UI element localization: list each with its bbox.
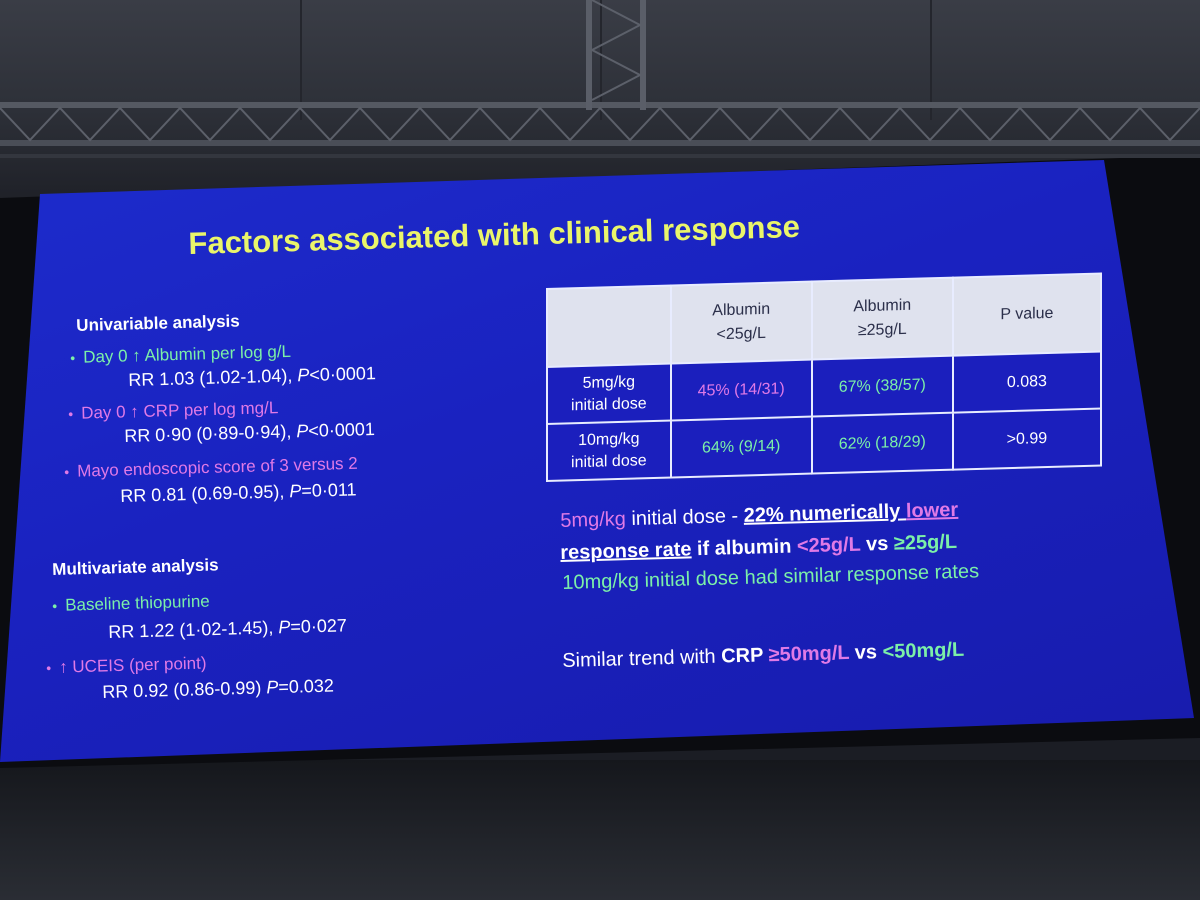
header-line: ≥25g/L (857, 320, 907, 340)
dose-line: 10mg/kg (578, 429, 640, 449)
table-cell-low-albumin: 64% (9/14) (670, 416, 812, 478)
ceiling-panel (650, 0, 932, 120)
p-label: P (296, 420, 309, 442)
note-span: 22% numerically (743, 500, 907, 527)
table-header-cell: P value (952, 273, 1101, 356)
note-span: Similar trend with (562, 645, 722, 672)
table-cell-low-albumin: 45% (14/31) (670, 359, 812, 421)
item-label: Day 0 ↑ Albumin per log g/L (82, 341, 292, 367)
item-label: ↑ UCEIS (per point) (58, 653, 207, 677)
item-label: Baseline thiopurine (64, 591, 210, 615)
note-span: initial dose - (625, 504, 744, 531)
header-line: <25g/L (716, 324, 766, 344)
response-table: Albumin <25g/L Albumin ≥25g/L P value 5m… (546, 272, 1102, 482)
note-line-2: response rate if albumin <25g/L vs ≥25g/… (560, 531, 957, 565)
univariable-stat-albumin: RR 1.03 (1.02-1.04), P<0·0001 (128, 363, 376, 391)
bullet-icon: • (52, 597, 58, 614)
stat-text: RR 0·90 (0·89-0·94), (124, 421, 297, 446)
vertical-truss (586, 0, 646, 110)
note-span: CRP (720, 644, 769, 668)
p-value: =0·027 (290, 615, 348, 637)
multivariate-stat-thiopurine: RR 1.22 (1·02-1.45), P=0·027 (108, 615, 347, 643)
table-header-cell: Albumin <25g/L (670, 281, 812, 364)
dose-line: initial dose (571, 451, 647, 471)
stat-text: RR 1.03 (1.02-1.04), (128, 365, 298, 390)
note-span: <50mg/L (882, 638, 965, 664)
table-cell-p-value: >0.99 (952, 408, 1101, 470)
bullet-icon: • (46, 659, 52, 676)
slide-title: Factors associated with clinical respons… (188, 208, 801, 261)
table-header-cell: Albumin ≥25g/L (811, 277, 953, 360)
table-cell-dose: 10mg/kg initial dose (547, 420, 671, 481)
p-value: <0·0001 (309, 363, 377, 385)
floor (0, 760, 1200, 900)
item-label: Mayo endoscopic score of 3 versus 2 (76, 453, 358, 481)
note-line-1: 5mg/kg initial dose - 22% numerically lo… (560, 499, 958, 533)
note-line-4: Similar trend with CRP ≥50mg/L vs <50mg/… (562, 639, 965, 673)
univariable-item-crp: • Day 0 ↑ CRP per log mg/L (68, 398, 279, 424)
note-span: lower (905, 498, 959, 523)
p-label: P (278, 616, 291, 638)
dose-line: 5mg/kg (582, 373, 636, 392)
bullet-icon: • (64, 463, 70, 480)
p-label: P (297, 364, 310, 386)
p-value: =0.032 (278, 675, 335, 698)
dose-line: initial dose (571, 394, 647, 414)
univariable-item-albumin: • Day 0 ↑ Albumin per log g/L (70, 342, 291, 368)
header-line: Albumin (712, 300, 771, 320)
bullet-icon: • (68, 405, 74, 422)
stat-text: RR 1.22 (1·02-1.45), (108, 617, 279, 642)
note-span: response rate (560, 538, 692, 564)
univariable-stat-crp: RR 0·90 (0·89-0·94), P<0·0001 (124, 419, 375, 447)
univariable-header: Univariable analysis (76, 311, 240, 335)
table-cell-high-albumin: 67% (38/57) (811, 355, 953, 417)
univariable-item-mayo: • Mayo endoscopic score of 3 versus 2 (64, 454, 358, 482)
table-cell-dose: 5mg/kg initial dose (547, 363, 671, 424)
note-span: ≥50mg/L (768, 641, 850, 667)
p-label: P (266, 677, 279, 698)
table-cell-high-albumin: 62% (18/29) (811, 412, 953, 474)
multivariate-item-uceis: • ↑ UCEIS (per point) (46, 654, 207, 678)
stat-text: RR 0.92 (0.86-0.99) (102, 677, 267, 702)
multivariate-item-thiopurine: • Baseline thiopurine (52, 592, 210, 616)
univariable-stat-mayo: RR 0.81 (0.69-0.95), P=0·011 (120, 479, 357, 507)
note-span: 5mg/kg (560, 508, 627, 532)
header-line: Albumin (853, 296, 912, 316)
p-value: =0·011 (301, 479, 357, 501)
note-span: if albumin (691, 535, 798, 561)
lighting-truss (0, 102, 1200, 158)
ceiling-panel (300, 0, 602, 120)
table-cell-p-value: 0.083 (952, 351, 1101, 413)
note-span: ≥25g/L (893, 530, 958, 555)
note-span: <25g/L (796, 533, 861, 558)
response-table-grid: Albumin <25g/L Albumin ≥25g/L P value 5m… (546, 272, 1102, 482)
p-label: P (289, 480, 302, 502)
note-span: vs (860, 532, 895, 556)
table-header-cell (547, 285, 671, 368)
note-span: vs (848, 641, 883, 664)
ceiling-panel (0, 0, 302, 120)
stat-text: RR 0.81 (0.69-0.95), (120, 481, 290, 506)
multivariate-header: Multivariate analysis (52, 555, 219, 579)
note-line-3: 10mg/kg initial dose had similar respons… (562, 560, 980, 594)
p-value: <0·0001 (308, 419, 376, 441)
bullet-icon: • (70, 349, 76, 366)
item-label: Day 0 ↑ CRP per log mg/L (80, 398, 279, 423)
multivariate-stat-uceis: RR 0.92 (0.86-0.99) P=0.032 (102, 676, 334, 703)
